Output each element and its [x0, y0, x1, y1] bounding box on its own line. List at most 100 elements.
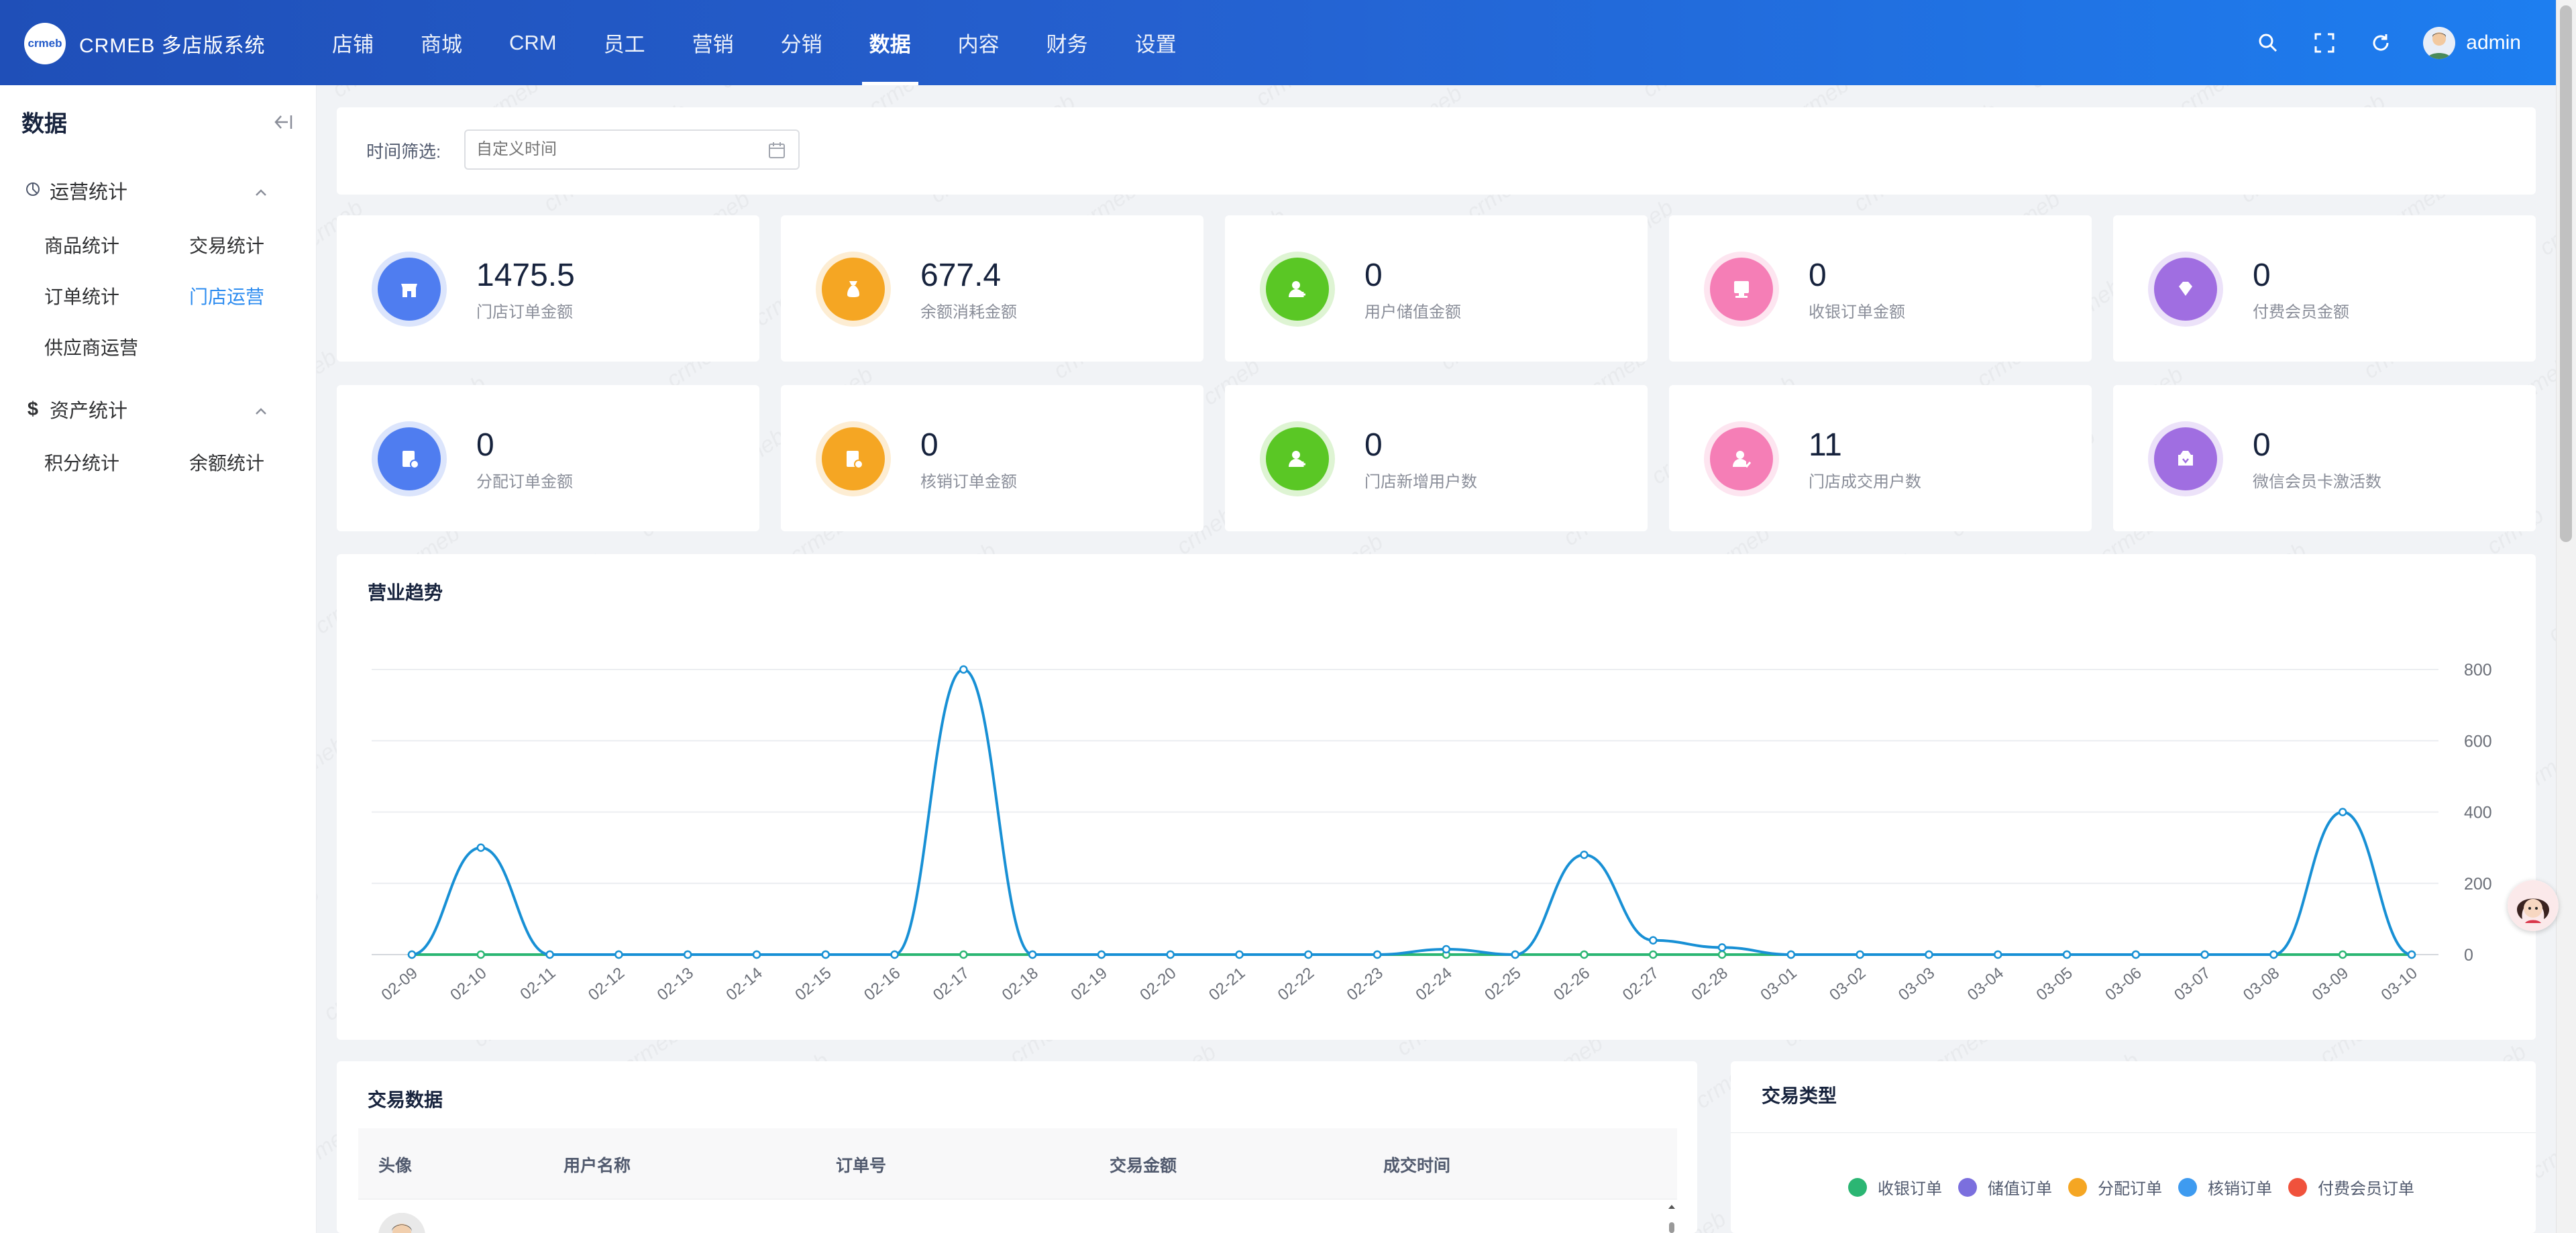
x-tick-label: 02-15 [792, 964, 835, 1004]
nav-item-5[interactable]: 分销 [780, 33, 822, 56]
stat-label: 门店订单金额 [476, 303, 573, 321]
x-tick-label: 03-09 [2309, 964, 2352, 1004]
refresh-icon[interactable] [2367, 29, 2395, 57]
nav-item-2[interactable]: CRM [509, 30, 557, 54]
stat-label: 门店新增用户数 [1364, 473, 1477, 491]
x-tick-label: 02-11 [517, 964, 559, 1004]
trade-type-panel: 交易类型 收银订单 储值订单 分配订单 核销订单 付费会员订单 [1731, 1061, 2536, 1233]
sidebar-item-points-stats[interactable]: 积分统计 [44, 453, 120, 474]
type-chart-title: 交易类型 [1762, 1085, 1837, 1106]
data-point [1580, 851, 1589, 859]
stat-card: 677.4 余额消耗金额 [781, 215, 1203, 362]
main-nav: 店铺 商城 CRM 员工 营销 分销 数据 内容 财务 设置 [309, 0, 1200, 85]
x-tick-label: 02-14 [722, 964, 765, 1004]
data-point [959, 665, 968, 674]
data-point [821, 950, 830, 959]
table-header: 头像 用户名称 订单号 交易金额 成交时间 [358, 1128, 1677, 1199]
top-navbar: crmeb CRMEB 多店版系统 店铺 商城 CRM 员工 营销 分销 数据 内容 财务 设置 … [0, 0, 2556, 85]
search-icon[interactable] [2254, 29, 2282, 57]
data-point [2338, 950, 2347, 959]
x-tick-label: 02-22 [1275, 964, 1318, 1004]
x-tick-label: 02-18 [999, 964, 1042, 1004]
x-tick-label: 02-17 [930, 964, 973, 1004]
x-tick-label: 03-04 [1964, 964, 2007, 1004]
data-point [1028, 950, 1037, 959]
stat-value: 0 [476, 427, 494, 463]
dollar-icon: $ [27, 398, 39, 420]
sidebar-group-label: 运营统计 [50, 182, 128, 203]
legend-item[interactable]: 核销订单 [2178, 1175, 2272, 1199]
stat-value: 677.4 [920, 258, 1002, 293]
chevron-up-icon [255, 398, 267, 421]
stat-label: 余额消耗金额 [920, 303, 1017, 321]
stat-value: 11 [1809, 427, 1842, 463]
stat-card: 0 微信会员卡激活数 [2113, 385, 2536, 531]
x-tick-label: 02-27 [1619, 964, 1662, 1004]
x-tick-label: 02-09 [378, 964, 421, 1004]
data-point [476, 843, 486, 852]
sidebar-item-supplier-operations[interactable]: 供应商运营 [44, 337, 139, 358]
nav-item-3[interactable]: 员工 [603, 33, 645, 56]
wechat-card-icon [2154, 427, 2217, 490]
fullscreen-icon[interactable] [2310, 29, 2339, 57]
chart-title: 营业趋势 [368, 582, 443, 603]
x-tick-label: 02-19 [1067, 964, 1110, 1004]
nav-item-6[interactable]: 数据 [846, 0, 934, 85]
nav-item-1[interactable]: 商城 [421, 33, 462, 56]
trade-data-panel: 交易数据 头像 用户名称 订单号 交易金额 成交时间 [337, 1061, 1697, 1233]
legend-item[interactable]: 分配订单 [2068, 1175, 2162, 1199]
data-point [1649, 950, 1658, 959]
stat-label: 门店成交用户数 [1809, 473, 1921, 491]
sidebar-item-product-stats[interactable]: 商品统计 [44, 235, 120, 256]
business-trend-chart[interactable]: 0 200 400 600 800 02-09 02-10 02-11 02-12 02-13 02… [337, 554, 2536, 1040]
legend-item[interactable]: 付费会员订单 [2288, 1175, 2414, 1199]
data-point [1511, 950, 1519, 959]
nav-item-9[interactable]: 设置 [1134, 33, 1177, 56]
stat-card: 0 收银订单金额 [1669, 215, 2092, 362]
legend-label: 收银订单 [1878, 1180, 1942, 1198]
nav-item-7[interactable]: 内容 [957, 33, 1000, 56]
legend-label: 储值订单 [1988, 1180, 2052, 1198]
stat-value: 0 [1364, 427, 1383, 463]
user-name[interactable]: admin [2466, 31, 2521, 54]
app-logo[interactable]: crmeb CRMEB 多店版系统 [24, 23, 266, 64]
sidebar-item-balance-stats[interactable]: 余额统计 [189, 453, 265, 474]
order-verify-icon [822, 427, 885, 490]
new-user-icon [1266, 427, 1329, 490]
legend-item[interactable]: 储值订单 [1958, 1175, 2052, 1199]
col-amount: 交易金额 [1110, 1157, 1177, 1175]
data-point [959, 950, 968, 959]
page-scrollbar[interactable] [2556, 0, 2576, 1233]
date-range-picker[interactable] [464, 129, 800, 170]
col-order-no: 订单号 [836, 1157, 887, 1175]
nav-item-4[interactable]: 营销 [692, 33, 734, 56]
data-point [752, 950, 761, 959]
sidebar-group-assets[interactable]: $ 资产统计 [24, 395, 292, 423]
y-tick-label: 400 [2464, 804, 2492, 822]
deal-user-icon [1710, 427, 1773, 490]
nav-item-8[interactable]: 财务 [1046, 33, 1088, 56]
x-tick-label: 03-06 [2102, 964, 2145, 1004]
stat-card: 1475.5 门店订单金额 [337, 215, 759, 362]
nav-item-0[interactable]: 店铺 [332, 33, 374, 56]
sidebar-item-trade-stats[interactable]: 交易统计 [189, 235, 265, 256]
data-point [407, 950, 417, 959]
user-avatar[interactable] [2423, 26, 2456, 59]
table-scrollbar[interactable] [1666, 1202, 1677, 1233]
support-assistant-avatar[interactable] [2508, 880, 2559, 931]
sidebar-item-order-stats[interactable]: 订单统计 [44, 286, 120, 307]
x-tick-label: 03-01 [1757, 964, 1800, 1004]
legend-item[interactable]: 收银订单 [1848, 1175, 1942, 1199]
sidebar-item-store-operations[interactable]: 门店运营 [189, 286, 265, 307]
date-range-input[interactable] [466, 131, 747, 168]
data-point [614, 950, 623, 959]
sidebar: 数据 运营统计 商品统计 交易统计 订单统计 门店运营 供应商运营 $ 资产统计… [0, 85, 317, 1233]
x-tick-label: 02-25 [1481, 964, 1524, 1004]
sidebar-group-operations[interactable]: 运营统计 [24, 176, 292, 205]
x-tick-label: 03-03 [1895, 964, 1938, 1004]
collapse-sidebar-icon[interactable] [273, 113, 293, 133]
stat-card: 0 用户储值金额 [1225, 215, 1648, 362]
stat-label: 分配订单金额 [476, 473, 573, 491]
cashier-icon [1710, 258, 1773, 321]
data-point [2131, 950, 2141, 959]
